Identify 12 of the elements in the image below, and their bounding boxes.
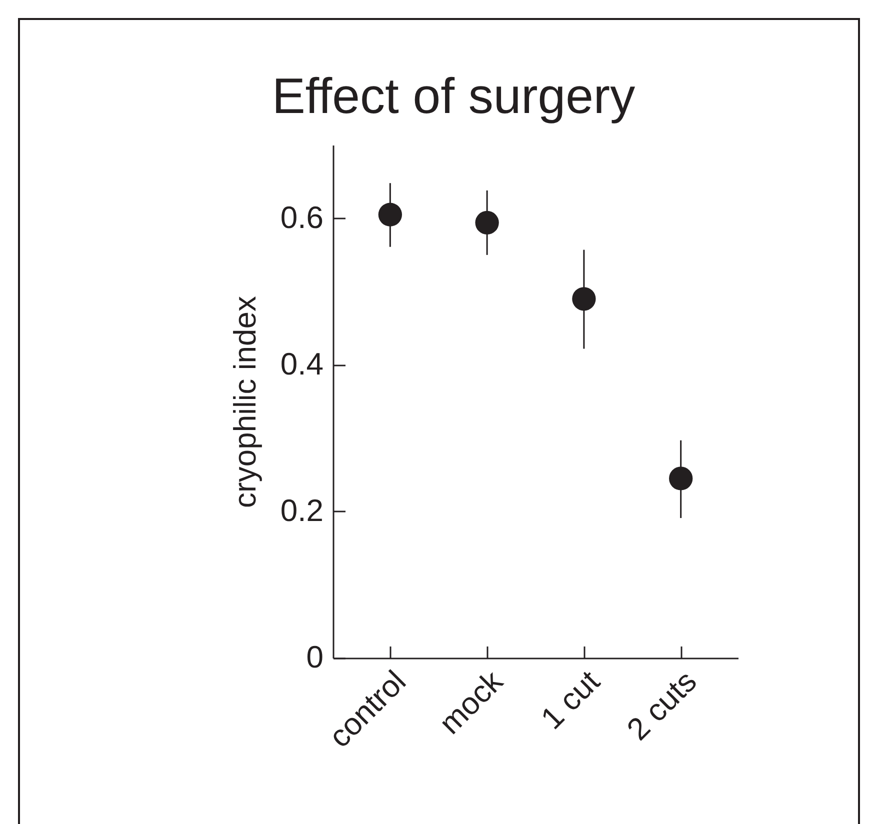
point	[378, 202, 402, 226]
y-axis-title: cryophilic index	[227, 296, 262, 508]
y-tick-label: 0.2	[280, 492, 324, 528]
x-tick-label: 1 cut	[534, 663, 607, 736]
y-tick-label: 0.4	[280, 346, 324, 382]
y-tick-label: 0.6	[280, 200, 324, 235]
chart-title: Effect of surgery	[272, 68, 636, 124]
x-tick-label: 2 cuts	[620, 664, 704, 747]
point	[572, 287, 596, 311]
point	[475, 210, 499, 234]
point	[669, 466, 693, 490]
y-tick-label: 0	[306, 640, 324, 674]
